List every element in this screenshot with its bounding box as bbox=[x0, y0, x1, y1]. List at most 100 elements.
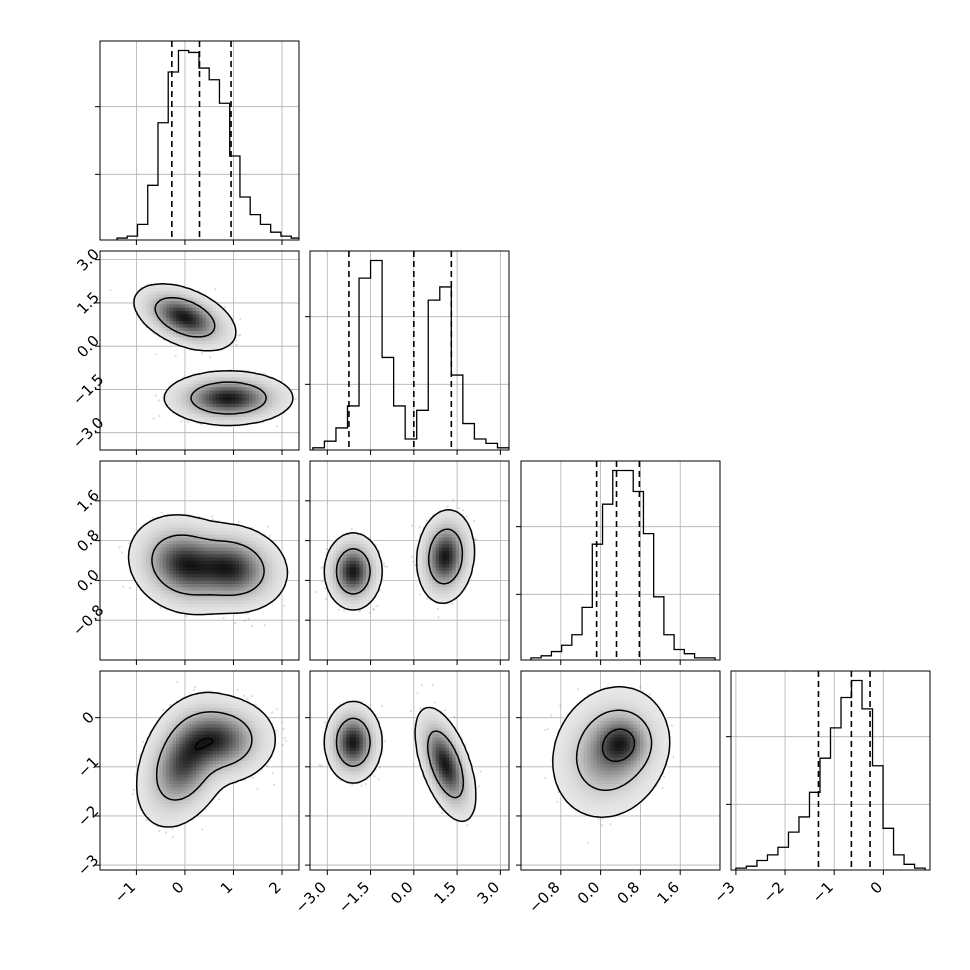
density-cell bbox=[156, 310, 160, 315]
density-cell bbox=[219, 416, 224, 421]
density-cell bbox=[242, 390, 247, 394]
density-cell bbox=[169, 563, 174, 568]
density-cell bbox=[209, 346, 214, 351]
density-cell bbox=[175, 576, 180, 581]
density-cell bbox=[229, 383, 233, 388]
density-cell bbox=[136, 543, 141, 548]
density-cell bbox=[172, 553, 177, 558]
density-cell bbox=[169, 320, 174, 325]
density-cell bbox=[175, 517, 180, 521]
density-cell bbox=[258, 409, 263, 414]
density-cell bbox=[172, 550, 177, 555]
density-cell bbox=[235, 416, 240, 421]
density-cell bbox=[212, 380, 217, 384]
density-cell bbox=[202, 297, 207, 302]
density-cell bbox=[182, 380, 187, 384]
density-cell bbox=[215, 406, 220, 411]
density-cell bbox=[262, 380, 267, 384]
density-cell bbox=[172, 566, 177, 571]
density-cell bbox=[166, 300, 170, 305]
density-cell bbox=[189, 409, 194, 414]
density-cell bbox=[169, 576, 174, 581]
density-cell bbox=[175, 530, 180, 535]
scatter-point bbox=[211, 518, 214, 521]
density-cell bbox=[219, 333, 224, 338]
density-cell bbox=[242, 380, 247, 384]
density-cell bbox=[212, 330, 217, 335]
density-cell bbox=[172, 546, 177, 551]
density-cell bbox=[205, 399, 210, 404]
density-cell bbox=[136, 546, 141, 551]
density-cell bbox=[152, 540, 157, 545]
density-cell bbox=[156, 317, 160, 321]
density-cell bbox=[205, 340, 210, 345]
density-cell bbox=[182, 390, 187, 394]
density-cell bbox=[179, 406, 184, 411]
density-cell bbox=[156, 583, 160, 588]
density-cell bbox=[229, 409, 233, 414]
density-cell bbox=[205, 300, 210, 305]
density-cell bbox=[272, 413, 277, 418]
density-cell bbox=[159, 553, 164, 558]
density-cell bbox=[139, 297, 144, 302]
density-cell bbox=[149, 533, 154, 538]
density-cell bbox=[209, 317, 214, 321]
density-cell bbox=[285, 390, 290, 394]
density-cell bbox=[258, 399, 263, 404]
density-cell bbox=[136, 563, 141, 568]
density-cell bbox=[192, 313, 197, 318]
density-cell bbox=[169, 600, 174, 604]
density-cell bbox=[209, 399, 214, 404]
density-cell bbox=[142, 533, 147, 538]
density-cell bbox=[248, 409, 253, 414]
density-cell bbox=[172, 396, 177, 401]
density-cell bbox=[136, 560, 141, 565]
density-cell bbox=[156, 593, 160, 598]
density-cell bbox=[156, 563, 160, 568]
density-cell bbox=[195, 416, 200, 421]
density-cell bbox=[195, 297, 200, 302]
density-cell bbox=[172, 310, 177, 315]
density-cell bbox=[235, 413, 240, 418]
density-cell bbox=[222, 399, 227, 404]
density-cell bbox=[172, 326, 177, 331]
density-cell bbox=[132, 573, 137, 578]
density-cell bbox=[209, 380, 214, 384]
scatter-point bbox=[263, 624, 266, 627]
density-cell bbox=[268, 386, 273, 391]
density-cell bbox=[195, 313, 200, 318]
density-cell bbox=[195, 376, 200, 381]
density-cell bbox=[169, 603, 174, 608]
density-cell bbox=[225, 326, 230, 331]
density-cell bbox=[199, 380, 204, 384]
density-cell bbox=[172, 570, 177, 575]
density-cell bbox=[205, 326, 210, 331]
density-cell bbox=[179, 530, 184, 535]
density-cell bbox=[149, 530, 154, 535]
density-cell bbox=[255, 399, 260, 404]
density-cell bbox=[209, 343, 214, 348]
density-cell bbox=[142, 573, 147, 578]
density-cell bbox=[252, 399, 257, 404]
density-cell bbox=[162, 307, 167, 311]
scatter-point bbox=[109, 289, 112, 292]
density-cell bbox=[205, 346, 210, 351]
density-cell bbox=[212, 419, 217, 424]
density-cell bbox=[142, 320, 147, 325]
density-cell bbox=[146, 307, 151, 311]
density-cell bbox=[159, 283, 164, 288]
density-cell bbox=[179, 580, 184, 585]
density-cell bbox=[175, 540, 180, 545]
density-cell bbox=[166, 313, 170, 318]
density-cell bbox=[159, 566, 164, 571]
density-cell bbox=[169, 533, 174, 538]
density-cell bbox=[185, 317, 190, 321]
density-cell bbox=[172, 606, 177, 611]
density-cell bbox=[139, 576, 144, 581]
density-cell bbox=[192, 333, 197, 338]
density-cell bbox=[205, 320, 210, 325]
density-cell bbox=[212, 383, 217, 388]
density-cell bbox=[156, 600, 160, 604]
density-cell bbox=[278, 386, 283, 391]
density-cell bbox=[189, 403, 194, 408]
